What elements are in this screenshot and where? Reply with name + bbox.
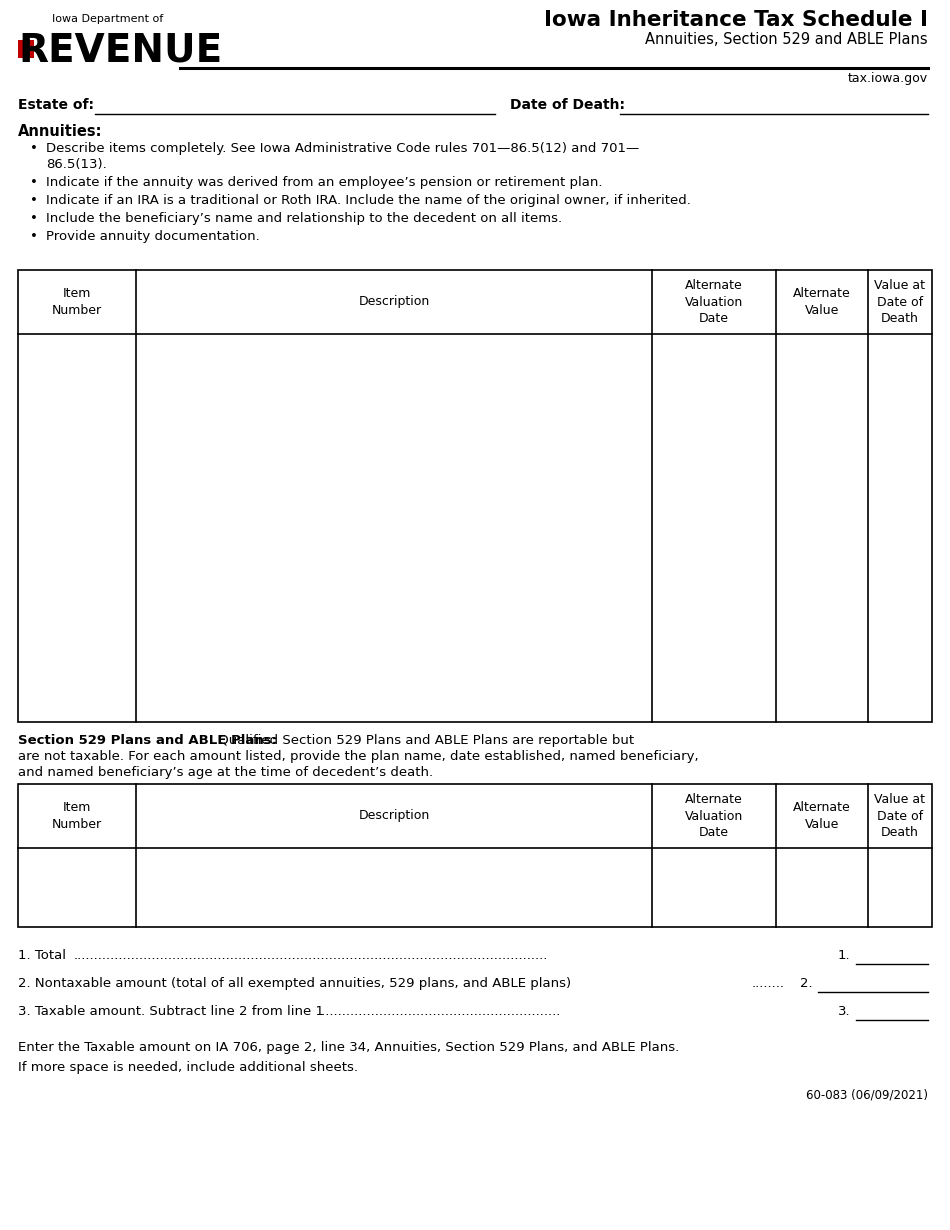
Text: Enter the Taxable amount on IA 706, page 2, line 34, Annuities, Section 529 Plan: Enter the Taxable amount on IA 706, page… [18, 1041, 679, 1054]
Text: Iowa Department of: Iowa Department of [52, 14, 163, 25]
Text: Annuities, Section 529 and ABLE Plans: Annuities, Section 529 and ABLE Plans [645, 32, 928, 47]
Text: 2. Nontaxable amount (total of all exempted annuities, 529 plans, and ABLE plans: 2. Nontaxable amount (total of all exemp… [18, 977, 571, 990]
Text: ................................................................................: ........................................… [74, 950, 548, 962]
Text: Iowa Inheritance Tax Schedule I: Iowa Inheritance Tax Schedule I [544, 10, 928, 30]
Text: Alternate
Valuation
Date: Alternate Valuation Date [685, 279, 743, 325]
Text: are not taxable. For each amount listed, provide the plan name, date established: are not taxable. For each amount listed,… [18, 750, 698, 763]
Text: •: • [30, 176, 38, 189]
Text: 1. Total: 1. Total [18, 950, 66, 962]
Text: Indicate if an IRA is a traditional or Roth IRA. Include the name of the origina: Indicate if an IRA is a traditional or R… [46, 194, 691, 207]
Text: 60-083 (06/09/2021): 60-083 (06/09/2021) [806, 1089, 928, 1102]
Text: 2.: 2. [800, 977, 812, 990]
Text: Value at
Date of
Death: Value at Date of Death [875, 793, 925, 839]
Text: 1.: 1. [838, 950, 850, 962]
Text: Describe items completely. See Iowa Administrative Code rules 701—86.5(12) and 7: Describe items completely. See Iowa Admi… [46, 141, 639, 155]
Text: Annuities:: Annuities: [18, 124, 103, 139]
Text: Date of Death:: Date of Death: [510, 98, 625, 112]
Text: Qualified Section 529 Plans and ABLE Plans are reportable but: Qualified Section 529 Plans and ABLE Pla… [214, 734, 635, 747]
Text: •: • [30, 141, 38, 155]
Text: ...........................................................: ........................................… [318, 1005, 561, 1018]
Text: Item
Number: Item Number [52, 288, 102, 317]
Text: Estate of:: Estate of: [18, 98, 94, 112]
Text: If more space is needed, include additional sheets.: If more space is needed, include additio… [18, 1061, 358, 1074]
Text: 3.: 3. [838, 1005, 850, 1018]
Bar [18, 41, 34, 58]
Text: tax.iowa.gov: tax.iowa.gov [847, 73, 928, 85]
Text: Provide annuity documentation.: Provide annuity documentation. [46, 230, 259, 244]
Text: Section 529 Plans and ABLE Plans:: Section 529 Plans and ABLE Plans: [18, 734, 277, 747]
Text: •: • [30, 230, 38, 244]
Text: Description: Description [358, 295, 429, 309]
Text: Indicate if the annuity was derived from an employee’s pension or retirement pla: Indicate if the annuity was derived from… [46, 176, 602, 189]
Text: and named beneficiary’s age at the time of decedent’s death.: and named beneficiary’s age at the time … [18, 766, 433, 779]
Text: Alternate
Valuation
Date: Alternate Valuation Date [685, 793, 743, 839]
Text: REVENUE: REVENUE [18, 32, 222, 70]
Text: Alternate
Value: Alternate Value [793, 288, 851, 317]
Text: ........: ........ [752, 977, 785, 990]
Text: •: • [30, 194, 38, 207]
Text: •: • [30, 212, 38, 225]
Text: Description: Description [358, 809, 429, 823]
Text: Alternate
Value: Alternate Value [793, 801, 851, 830]
Text: Value at
Date of
Death: Value at Date of Death [875, 279, 925, 325]
Text: 86.5(13).: 86.5(13). [46, 157, 106, 171]
Text: Item
Number: Item Number [52, 801, 102, 830]
Bar [18, 271, 932, 722]
Text: 3. Taxable amount. Subtract line 2 from line 1: 3. Taxable amount. Subtract line 2 from … [18, 1005, 329, 1018]
Text: Include the beneficiary’s name and relationship to the decedent on all items.: Include the beneficiary’s name and relat… [46, 212, 562, 225]
Bar [18, 784, 932, 927]
